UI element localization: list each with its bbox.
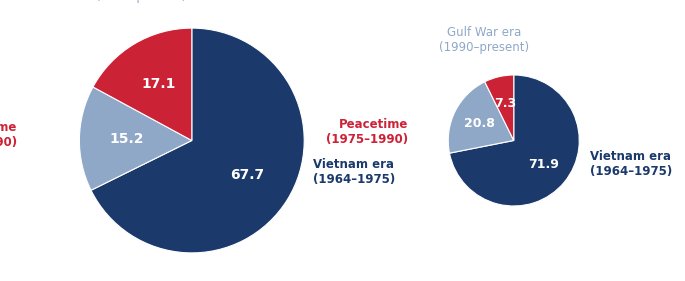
Text: 7.3: 7.3 [494, 97, 516, 110]
Text: 67.7: 67.7 [230, 168, 264, 182]
Wedge shape [93, 28, 192, 140]
Text: 15.2: 15.2 [110, 132, 144, 146]
Text: 71.9: 71.9 [527, 158, 558, 171]
Text: Gulf War era
(1990–present): Gulf War era (1990–present) [96, 0, 186, 3]
Text: 20.8: 20.8 [464, 117, 495, 130]
Text: Peacetime
(1975–1990): Peacetime (1975–1990) [326, 118, 408, 146]
Text: Gulf War era
(1990–present): Gulf War era (1990–present) [439, 26, 530, 54]
Wedge shape [91, 28, 304, 253]
Wedge shape [485, 75, 514, 140]
Text: Vietnam era
(1964–1975): Vietnam era (1964–1975) [313, 158, 395, 186]
Text: Peacetime
(1975–1990): Peacetime (1975–1990) [0, 121, 18, 149]
Text: 17.1: 17.1 [141, 78, 175, 92]
Wedge shape [79, 87, 192, 190]
Text: Vietnam era
(1964–1975): Vietnam era (1964–1975) [590, 150, 672, 178]
Wedge shape [448, 82, 514, 153]
Wedge shape [449, 75, 580, 206]
